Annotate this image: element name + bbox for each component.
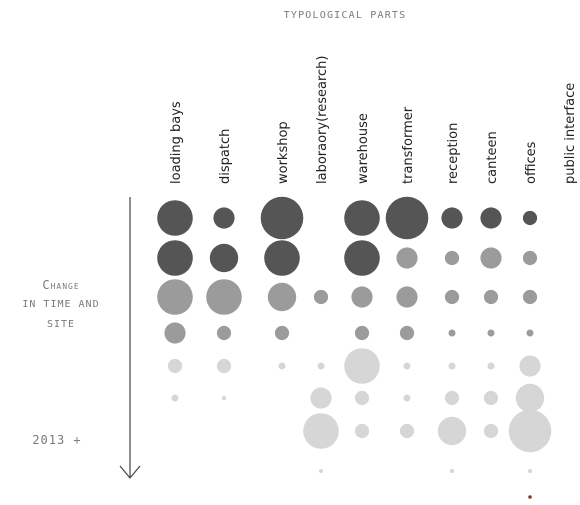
column-label: laboraory(research)	[315, 56, 330, 184]
bubble-offices	[508, 409, 552, 453]
bubble-dispatch	[213, 207, 235, 229]
bubble-warehouse	[344, 348, 380, 384]
time-arrow	[119, 197, 141, 479]
column-label: offices	[524, 141, 539, 184]
bubble-offices	[522, 250, 538, 266]
bubble-dispatch	[209, 243, 239, 273]
column-label: warehouse	[356, 113, 371, 184]
bubble-offices	[527, 468, 533, 474]
bubble-transformer	[403, 362, 411, 370]
column-label: workshop	[276, 121, 291, 184]
change-label-line-3: site	[47, 319, 75, 330]
diagram-title: TYPOLOGICAL PARTS	[284, 10, 407, 21]
arrow-down-icon	[119, 465, 141, 479]
bubble-transformer	[396, 286, 418, 308]
bubble-laboraory-research-	[313, 289, 329, 305]
bubble-loading-bays	[164, 322, 186, 344]
change-label-line-2: in time and	[22, 299, 99, 310]
bubble-transformer	[403, 394, 411, 402]
bubble-transformer	[396, 247, 418, 269]
bubble-loading-bays	[157, 240, 193, 276]
bubble-reception	[444, 250, 460, 266]
bubble-laboraory-research-	[317, 362, 325, 370]
bubble-loading-bays	[157, 279, 193, 315]
bubble-offices	[522, 210, 538, 226]
column-label: transformer	[401, 106, 416, 184]
bubble-offices	[519, 355, 541, 377]
bubble-warehouse	[344, 200, 380, 236]
bubble-reception	[448, 362, 456, 370]
bubble-workshop	[260, 196, 304, 240]
bubble-dispatch	[221, 395, 227, 401]
bubble-loading-bays	[157, 200, 193, 236]
bubble-canteen	[487, 362, 495, 370]
bubble-loading-bays	[167, 358, 183, 374]
bubble-offices	[528, 495, 532, 499]
bubble-grid	[157, 196, 552, 499]
bubble-transformer	[385, 196, 429, 240]
bubble-dispatch	[216, 358, 232, 374]
bubble-canteen	[483, 423, 499, 439]
bubble-reception	[444, 289, 460, 305]
bubble-canteen	[480, 207, 502, 229]
bubble-transformer	[399, 325, 415, 341]
bubble-warehouse	[354, 390, 370, 406]
bubble-canteen	[487, 329, 495, 337]
bubble-laboraory-research-	[318, 468, 324, 474]
bubble-warehouse	[354, 423, 370, 439]
bubble-loading-bays	[171, 394, 179, 402]
bubble-laboraory-research-	[303, 413, 339, 449]
bubble-laboraory-research-	[310, 387, 332, 409]
bubble-reception	[441, 207, 463, 229]
bubble-canteen	[480, 247, 502, 269]
bubble-reception	[444, 390, 460, 406]
bubble-workshop	[267, 282, 297, 312]
bubble-reception	[448, 329, 456, 337]
bubble-reception	[449, 468, 455, 474]
column-label: loading bays	[169, 101, 184, 184]
column-labels: loading bays dispatch workshop laboraory(re…	[169, 56, 578, 184]
column-label: public interface	[563, 83, 578, 184]
side-label: Change in time and site 2013 +	[22, 278, 99, 447]
column-label: reception	[446, 123, 461, 184]
bubble-warehouse	[351, 286, 373, 308]
bubble-dispatch	[216, 325, 232, 341]
bubble-workshop	[274, 325, 290, 341]
bubble-workshop	[278, 362, 286, 370]
bubble-workshop	[264, 240, 300, 276]
bubble-transformer	[399, 423, 415, 439]
bubble-canteen	[483, 289, 499, 305]
bubble-warehouse	[354, 325, 370, 341]
bubble-offices	[522, 289, 538, 305]
bubble-canteen	[483, 390, 499, 406]
column-label: canteen	[485, 131, 500, 184]
bubble-dispatch	[206, 279, 242, 315]
change-label-line-1: Change	[42, 278, 79, 292]
bubble-reception	[437, 416, 467, 446]
bubble-offices	[526, 329, 534, 337]
bubble-warehouse	[344, 240, 380, 276]
year-label: 2013 +	[32, 433, 81, 447]
column-label: dispatch	[218, 129, 233, 184]
bubble-offices	[515, 383, 545, 413]
